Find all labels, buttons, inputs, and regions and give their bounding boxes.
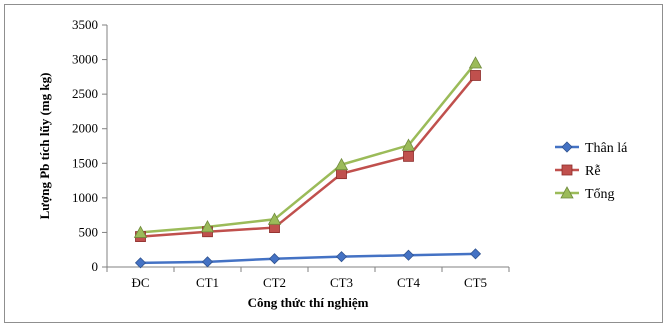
line-chart: 0 500 1000 1500 2000 2500 3000 3500 ĐC CT1 CT2 CT3…	[37, 17, 628, 310]
y-axis-label: Lượng Pb tích lũy (mg kg)	[37, 73, 52, 220]
legend-marker	[560, 186, 574, 199]
y-tick-label: 500	[79, 224, 99, 239]
axes	[102, 24, 510, 272]
series-lines	[140, 62, 477, 265]
data-point	[200, 220, 215, 233]
series-line	[140, 252, 476, 265]
data-point	[403, 150, 414, 162]
data-point	[402, 249, 415, 261]
y-tick-label: 1000	[72, 190, 98, 205]
series-markers	[133, 56, 483, 269]
x-tick-label: CT1	[196, 275, 219, 290]
data-point	[469, 248, 482, 260]
data-point	[267, 212, 282, 225]
x-tick-labels: ĐC CT1 CT2 CT3 CT4 CT5	[131, 275, 487, 290]
x-tick-label: ĐC	[131, 275, 149, 290]
legend-label: Tổng	[585, 187, 615, 202]
data-point	[201, 256, 214, 268]
legend-marker	[561, 141, 573, 153]
data-point	[334, 157, 349, 171]
y-tick-label: 2500	[72, 86, 98, 101]
data-point	[134, 257, 147, 269]
data-point	[470, 70, 481, 81]
data-point	[268, 253, 281, 265]
x-axis-label: Công thức thí nghiệm	[248, 295, 369, 310]
chart-frame: 0 500 1000 1500 2000 2500 3000 3500 ĐC CT1 CT2 CT3…	[4, 4, 663, 323]
y-tick-label: 1500	[72, 155, 98, 170]
legend-label: Rễ	[585, 164, 601, 179]
data-point	[335, 251, 348, 263]
y-tick-label: 0	[92, 259, 99, 274]
x-tick-label: CT3	[330, 275, 353, 290]
legend: Thân lá Rễ Tổng	[555, 141, 628, 202]
x-tick-label: CT2	[263, 275, 286, 290]
x-tick-label: CT4	[397, 275, 421, 290]
series-line	[140, 74, 477, 238]
y-tick-labels: 0 500 1000 1500 2000 2500 3000 3500	[72, 17, 98, 274]
data-point	[468, 56, 483, 69]
legend-label: Thân lá	[585, 141, 628, 156]
legend-marker	[561, 164, 573, 176]
series-line	[140, 62, 477, 234]
data-point	[133, 225, 148, 238]
data-point	[401, 138, 416, 151]
data-point	[336, 168, 347, 180]
y-tick-label: 3000	[72, 52, 98, 67]
x-tick-label: CT5	[464, 275, 487, 290]
y-tick-label: 3500	[72, 17, 98, 32]
y-tick-label: 2000	[72, 121, 98, 136]
